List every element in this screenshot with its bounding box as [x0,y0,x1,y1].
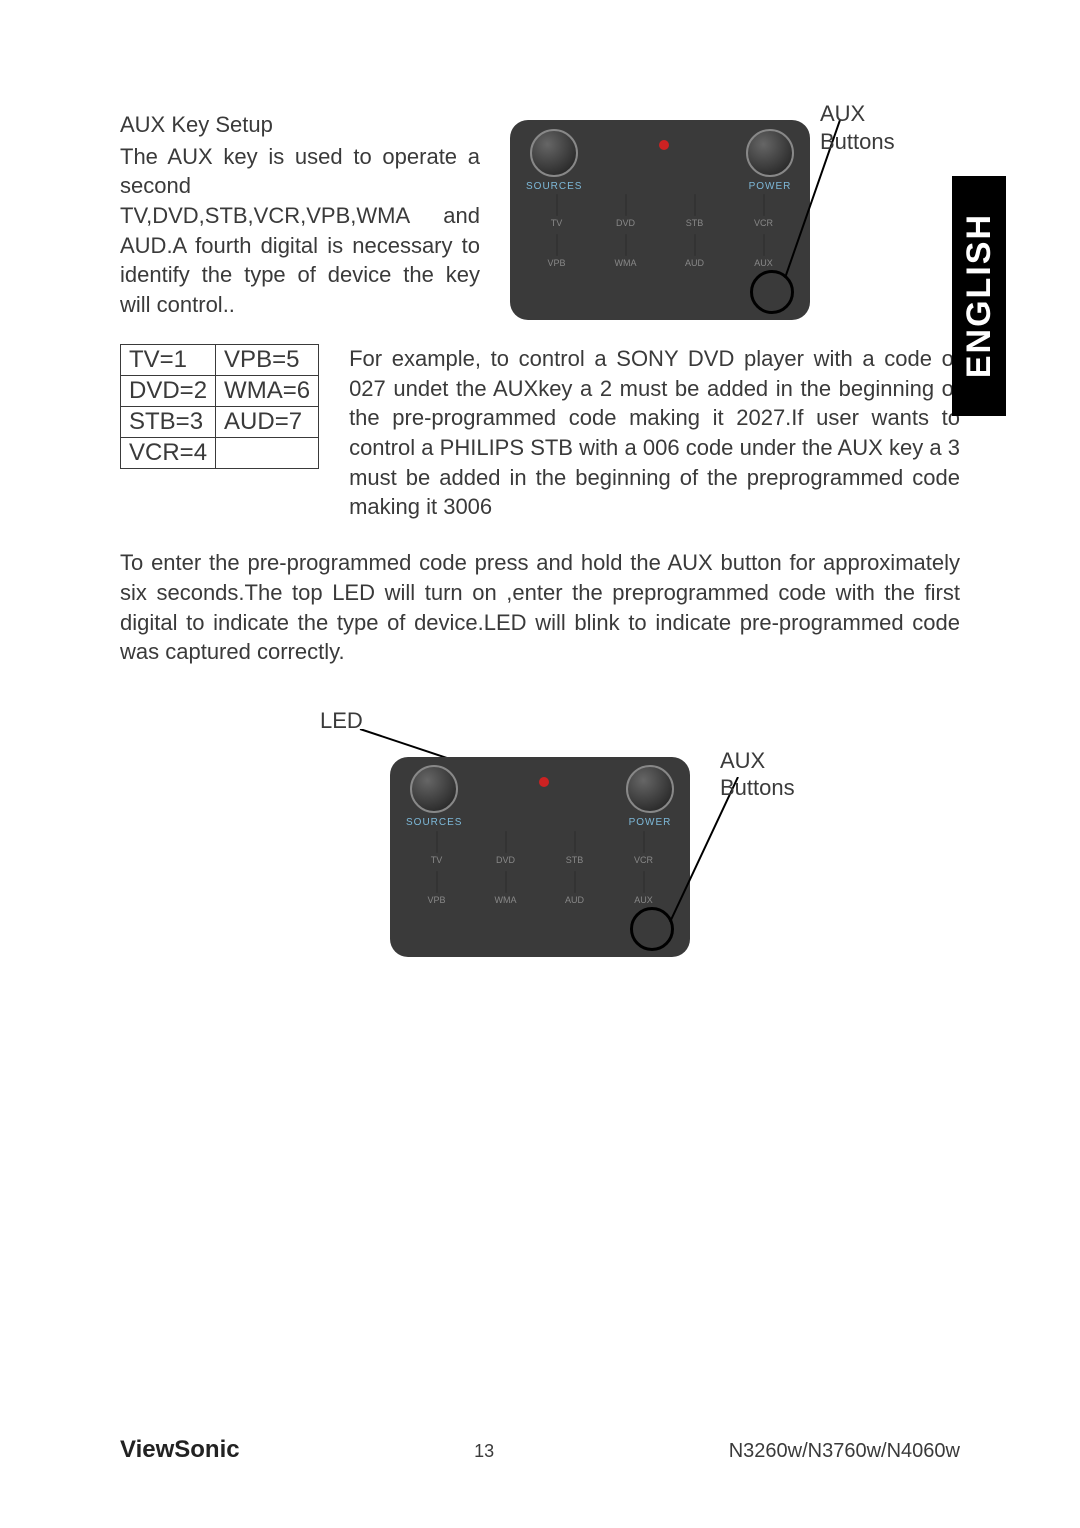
table-cell: VPB=5 [216,345,319,376]
sources-label: SOURCES [526,181,582,192]
remote-key [694,234,696,256]
table-cell: TV=1 [121,345,216,376]
remote-key [625,234,627,256]
instructions-paragraph: To enter the pre-programmed code press a… [120,548,960,667]
sources-label: SOURCES [406,817,462,828]
remote-key [556,194,558,216]
table-row: STB=3AUD=7 [121,407,319,438]
table-cell [216,438,319,469]
led-icon [659,140,669,150]
table-cell: STB=3 [121,407,216,438]
power-knob-icon [626,765,674,813]
language-tab: ENGLISH [952,176,1006,416]
callout-aux-buttons: AUX Buttons [720,747,795,802]
sources-knob-icon [530,129,578,177]
remote-key [574,871,576,893]
remote-key [436,831,438,853]
remote-button-grid: TV DVD STB VCR VPB WMA AUD AUX [406,831,674,905]
remote-key [694,194,696,216]
table-row: TV=1VPB=5 [121,345,319,376]
remote-key [643,831,645,853]
sources-knob-icon [410,765,458,813]
intro-text: The AUX key is used to operate a second … [120,144,480,317]
remote-key [643,871,645,893]
intro-block: AUX Key Setup The AUX key is used to ope… [120,110,480,320]
language-tab-label: ENGLISH [960,213,999,378]
example-paragraph: For example, to control a SONY DVD playe… [349,344,960,522]
figure-2: LED SOURCES POWER TV DVD STB VCR [190,707,890,1007]
page: ENGLISH AUX Key Setup The AUX key is use… [0,0,1080,1528]
figure-1: SOURCES POWER TV DVD STB VCR VPB WMA AUD [510,110,910,330]
remote-button-grid: TV DVD STB VCR VPB WMA AUD AUX [526,194,794,268]
remote-top-row: SOURCES POWER [526,132,794,188]
page-footer: ViewSonic 13 N3260w/N3760w/N4060w [120,1436,960,1464]
mid-row: TV=1VPB=5 DVD=2WMA=6 STB=3AUD=7 VCR=4 Fo… [120,344,960,522]
power-label: POWER [629,817,672,828]
remote-key [505,871,507,893]
footer-brand: ViewSonic [120,1436,240,1464]
section-heading: AUX Key Setup [120,110,480,140]
table-cell: DVD=2 [121,376,216,407]
remote-key [574,831,576,853]
remote-key [505,831,507,853]
callout-aux-buttons: AUX Buttons [820,100,895,155]
footer-models: N3260w/N3760w/N4060w [729,1440,960,1463]
table-row: VCR=4 [121,438,319,469]
remote-key [763,234,765,256]
remote-key [556,234,558,256]
remote-key [436,871,438,893]
remote-key [625,194,627,216]
remote-key [763,194,765,216]
footer-page-number: 13 [474,1441,494,1462]
table-cell: AUD=7 [216,407,319,438]
table-cell: WMA=6 [216,376,319,407]
top-row: AUX Key Setup The AUX key is used to ope… [120,110,960,330]
table-cell: VCR=4 [121,438,216,469]
device-code-table: TV=1VPB=5 DVD=2WMA=6 STB=3AUD=7 VCR=4 [120,344,319,469]
table-row: DVD=2WMA=6 [121,376,319,407]
remote-top-row: SOURCES POWER [406,769,674,825]
led-icon [539,777,549,787]
